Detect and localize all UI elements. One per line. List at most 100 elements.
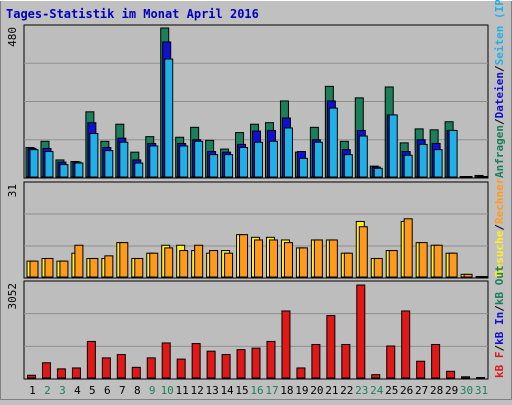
day-label: 8	[134, 384, 141, 397]
legend-entry: /	[493, 65, 506, 72]
chart-panels: 480 31 3052	[6, 24, 489, 380]
day-label: 18	[280, 384, 293, 397]
bar-rechner	[448, 252, 458, 278]
day-label: 26	[400, 384, 413, 397]
bar-rechner	[149, 252, 159, 278]
bar-seiten	[224, 154, 234, 178]
legend-bottom: kB F/kB In/kB Out	[493, 265, 506, 378]
x-axis-day-labels: 1 2 3 4 5 6 7 8 9 10 11 12 13 14 15 16 17 18 19 20 21 22 23 24 2…	[29, 384, 488, 397]
bar-kb-f	[41, 362, 51, 379]
legend-bottom-text: kB F/kB In/kB Out	[493, 265, 506, 378]
bar-seiten	[134, 162, 144, 178]
bar-kb-f	[176, 358, 186, 379]
day-label: 7	[119, 384, 126, 397]
day-label: 25	[385, 384, 398, 397]
bar-seiten	[478, 176, 488, 178]
bar-kb-f	[461, 376, 471, 379]
bar-kb-f	[401, 310, 411, 379]
chart-title: Tages-Statistik im Monat April 2016	[6, 7, 259, 21]
bar-seiten	[328, 107, 338, 178]
bar-kb-f	[281, 310, 291, 379]
bar-seiten	[119, 141, 129, 178]
legend-entry: (IP-Adressen)	[493, 0, 506, 26]
bar-rechner	[239, 234, 249, 278]
bar-seiten	[89, 133, 99, 178]
legend-middle: Besuche/Rechner	[493, 177, 506, 277]
bar-kb-f	[326, 315, 336, 379]
bar-kb-f	[131, 366, 141, 379]
day-label: 31	[475, 384, 488, 397]
bar-seiten	[388, 114, 398, 178]
day-label: 21	[325, 384, 338, 397]
y-max-label-top: 480	[6, 27, 19, 47]
bar-rechner	[418, 242, 428, 278]
bar-rechner	[328, 239, 338, 278]
bar-kb-f	[206, 350, 216, 379]
bar-seiten	[448, 129, 458, 178]
day-label: 2	[44, 384, 51, 397]
bar-seiten	[268, 140, 278, 178]
bar-kb-f	[71, 367, 81, 379]
bar-seiten	[343, 154, 353, 178]
bar-seiten	[179, 145, 189, 178]
day-label: 3	[59, 384, 66, 397]
bar-seiten	[433, 149, 443, 178]
bar-kb-f	[116, 354, 126, 379]
bar-kb-f	[356, 284, 366, 379]
bar-rechner	[403, 218, 413, 278]
panel-top: 480	[6, 24, 489, 179]
bar-rechner	[268, 239, 278, 278]
bar-seiten	[403, 154, 413, 178]
bar-rechner	[463, 273, 473, 278]
bar-seiten	[209, 154, 219, 178]
bar-seiten	[44, 151, 54, 178]
bar-kb-f	[266, 340, 276, 379]
bar-seiten	[254, 141, 264, 178]
bar-rechner	[164, 247, 174, 278]
bar-seiten	[149, 145, 159, 178]
day-label: 4	[74, 384, 81, 397]
bar-kb-f	[86, 340, 96, 379]
bar-rechner	[194, 244, 204, 278]
bar-rechner	[104, 255, 114, 278]
bar-seiten	[74, 162, 84, 178]
bar-rechner	[358, 226, 368, 278]
bar-kb-f	[27, 374, 36, 379]
bar-kb-f	[371, 374, 381, 379]
legend-entry: Seiten	[493, 26, 506, 66]
legend-entry: kB F	[493, 352, 506, 379]
day-label: 28	[430, 384, 443, 397]
legend-entry: kB Out	[493, 265, 506, 305]
y-max-label-bottom: 3052	[6, 283, 19, 310]
day-label: 10	[161, 384, 174, 397]
bar-seiten	[29, 149, 39, 178]
bar-rechner	[89, 257, 99, 278]
day-label: 22	[340, 384, 353, 397]
bar-rechner	[298, 247, 308, 278]
bar-rechner	[44, 257, 54, 278]
legend-entry: kB In	[493, 312, 506, 345]
bar-seiten	[164, 58, 174, 178]
bar-seiten	[283, 127, 293, 178]
bar-seiten	[298, 157, 308, 178]
day-label: 9	[149, 384, 156, 397]
legend-top: Anfragen/Dateien/Seiten (IP-Adressen)	[493, 0, 506, 178]
bar-kb-f	[191, 343, 201, 379]
legend-middle-text: Besuche/Rechner	[493, 177, 506, 277]
bar-kb-f	[311, 343, 321, 379]
bar-seiten	[313, 141, 323, 178]
bar-kb-f	[431, 343, 441, 379]
legend-entry: Besuche	[493, 230, 506, 277]
day-label: 15	[235, 384, 248, 397]
bar-rechner	[59, 260, 69, 278]
legend-entry: /	[493, 224, 506, 231]
day-label: 14	[220, 384, 234, 397]
bar-seiten	[463, 176, 473, 178]
bar-rechner	[478, 276, 488, 278]
legend-entry: Dateien	[493, 72, 506, 118]
day-label: 30	[460, 384, 473, 397]
bar-kb-f	[56, 368, 66, 379]
bar-rechner	[388, 250, 398, 278]
